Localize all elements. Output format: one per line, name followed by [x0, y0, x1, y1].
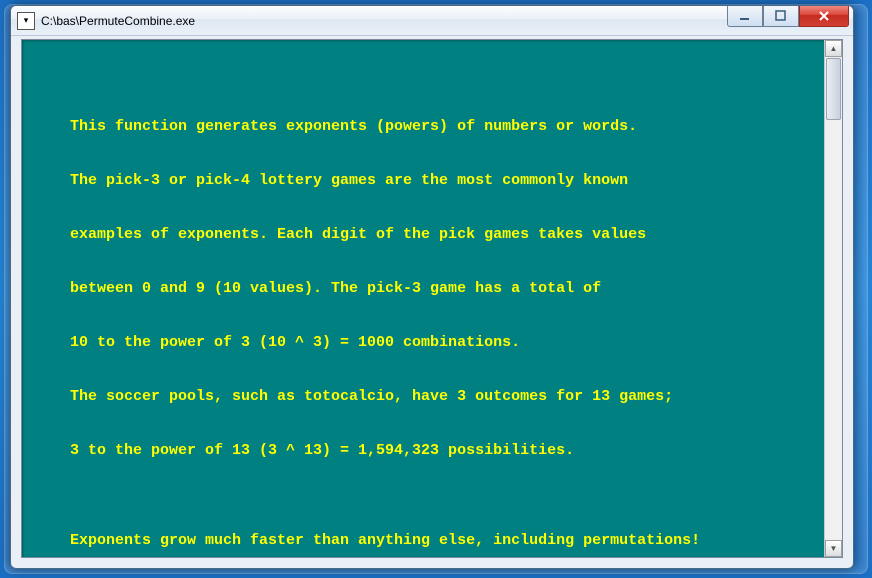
app-window: ▾ C:\bas\PermuteCombine.exe This functio… — [10, 5, 854, 569]
close-icon — [817, 9, 831, 23]
window-controls — [727, 6, 849, 27]
scroll-down-button[interactable]: ▼ — [825, 540, 842, 557]
console-area: This function generates exponents (power… — [21, 39, 843, 558]
window-title: C:\bas\PermuteCombine.exe — [41, 14, 195, 28]
intro-line: This function generates exponents (power… — [70, 118, 825, 136]
console-text: This function generates exponents (power… — [22, 40, 825, 557]
minimize-button[interactable] — [727, 6, 763, 27]
intro-line: 10 to the power of 3 (10 ^ 3) = 1000 com… — [70, 334, 825, 352]
app-icon: ▾ — [17, 12, 35, 30]
titlebar[interactable]: ▾ C:\bas\PermuteCombine.exe — [11, 6, 853, 36]
intro-text: This function generates exponents (power… — [70, 82, 825, 569]
intro-line: The pick-3 or pick-4 lottery games are t… — [70, 172, 825, 190]
maximize-icon — [775, 10, 787, 22]
vertical-scrollbar[interactable]: ▲ ▼ — [824, 40, 842, 557]
intro-line: 3 to the power of 13 (3 ^ 13) = 1,594,32… — [70, 442, 825, 460]
intro-line: Exponents grow much faster than anything… — [70, 532, 825, 550]
scroll-up-button[interactable]: ▲ — [825, 40, 842, 57]
scroll-thumb[interactable] — [826, 58, 841, 120]
minimize-icon — [739, 10, 751, 22]
close-button[interactable] — [799, 6, 849, 27]
maximize-button[interactable] — [763, 6, 799, 27]
intro-line: The soccer pools, such as totocalcio, ha… — [70, 388, 825, 406]
intro-line: between 0 and 9 (10 values). The pick-3 … — [70, 280, 825, 298]
intro-line: examples of exponents. Each digit of the… — [70, 226, 825, 244]
